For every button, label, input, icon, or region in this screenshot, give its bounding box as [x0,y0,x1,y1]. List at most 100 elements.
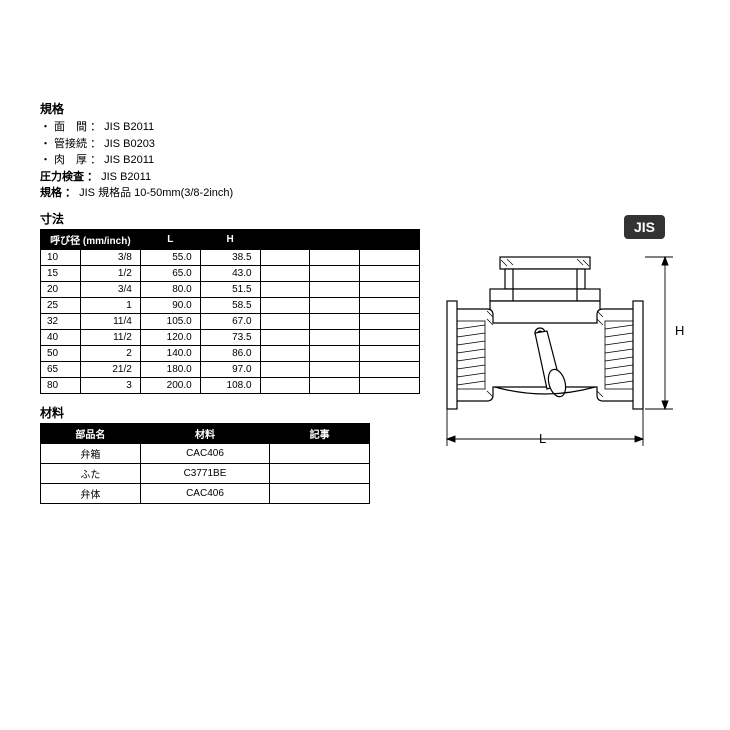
cell-inch: 3 [80,377,140,393]
cell-blank [360,249,420,265]
cell-inch: 21/2 [80,361,140,377]
table-row: 103/855.038.5 [41,249,420,265]
spec-block: 規格 ・ 面 間 ： JIS B2011 ・ 管接続 ： JIS B0203 ・… [40,100,425,202]
cell-H: 86.0 [200,345,260,361]
dim-label-H: H [675,323,684,338]
cell-L: 90.0 [140,297,200,313]
cell-blank [310,281,360,297]
cell-L: 105.0 [140,313,200,329]
cell-blank [360,313,420,329]
cell-blank [310,361,360,377]
spec-title: 規格 [40,100,425,117]
cell-blank [260,249,310,265]
cell-mm: 80 [41,377,81,393]
cell-part: 弁箱 [41,443,141,463]
cell-L: 55.0 [140,249,200,265]
cell-blank [310,297,360,313]
cell-H: 51.5 [200,281,260,297]
cell-mm: 15 [41,265,81,281]
cell-inch: 1 [80,297,140,313]
cell-L: 140.0 [140,345,200,361]
cell-blank [260,297,310,313]
col-part: 部品名 [41,423,141,443]
cell-material: CAC406 [140,443,270,463]
materials-table: 部品名 材料 記事 弁箱CAC406ふたC3771BE弁体CAC406 [40,423,370,504]
cell-L: 120.0 [140,329,200,345]
cell-inch: 1/2 [80,265,140,281]
cell-blank [260,345,310,361]
cell-blank [260,281,310,297]
cell-note [270,483,370,503]
cell-inch: 3/4 [80,281,140,297]
cell-blank [260,361,310,377]
cell-blank [310,329,360,345]
spec-line: ・ 面 間 ： JIS B2011 [40,119,425,136]
cell-material: CAC406 [140,483,270,503]
col-L: L [140,229,200,249]
cell-L: 200.0 [140,377,200,393]
cell-blank [310,249,360,265]
cell-blank [360,265,420,281]
cell-mm: 10 [41,249,81,265]
cell-H: 38.5 [200,249,260,265]
table-row: 6521/2180.097.0 [41,361,420,377]
spec-line: ・ 管接続 ： JIS B0203 [40,136,425,153]
pressure-value: JIS B2011 [101,171,151,183]
jis-badge: JIS [624,215,665,239]
dim-label-L: L [539,431,546,446]
col-blank [310,229,360,249]
cell-mm: 50 [41,345,81,361]
cell-blank [260,377,310,393]
cell-mm: 25 [41,297,81,313]
table-row: 3211/4105.067.0 [41,313,420,329]
std-value: JIS 規格品 10-50mm(3/8-2inch) [79,187,233,199]
cell-H: 73.5 [200,329,260,345]
col-note: 記事 [270,423,370,443]
cell-mm: 40 [41,329,81,345]
cell-blank [310,265,360,281]
col-H: H [200,229,260,249]
cell-blank [260,265,310,281]
table-row: 弁箱CAC406 [41,443,370,463]
cell-blank [310,313,360,329]
table-row: 502140.086.0 [41,345,420,361]
cell-H: 43.0 [200,265,260,281]
spec-line: ・ 肉 厚 ： JIS B2011 [40,152,425,169]
cell-blank [360,329,420,345]
cell-H: 58.5 [200,297,260,313]
cell-L: 180.0 [140,361,200,377]
cell-inch: 3/8 [80,249,140,265]
col-blank [360,229,420,249]
pressure-label: 圧力検査 ： [40,171,98,183]
cell-inch: 11/4 [80,313,140,329]
cell-L: 80.0 [140,281,200,297]
table-row: 4011/2120.073.5 [41,329,420,345]
table-header-row: 呼び径 (mm/inch) L H [41,229,420,249]
cell-blank [310,345,360,361]
cell-blank [360,377,420,393]
cell-blank [360,281,420,297]
cell-part: ふた [41,463,141,483]
materials-title: 材料 [40,404,425,421]
cell-mm: 20 [41,281,81,297]
cell-blank [260,329,310,345]
standard: 規格 ： JIS 規格品 10-50mm(3/8-2inch) [40,185,425,202]
col-material: 材料 [140,423,270,443]
cell-blank [360,345,420,361]
col-blank [260,229,310,249]
cell-material: C3771BE [140,463,270,483]
cell-inch: 2 [80,345,140,361]
cell-note [270,443,370,463]
cell-mm: 32 [41,313,81,329]
dimensions-table: 呼び径 (mm/inch) L H 103/855.038.5151/265.0… [40,229,420,394]
cell-mm: 65 [41,361,81,377]
table-header-row: 部品名 材料 記事 [41,423,370,443]
valve-svg [435,251,685,491]
table-row: 151/265.043.0 [41,265,420,281]
cell-blank [360,361,420,377]
std-label: 規格 ： [40,187,76,199]
cell-note [270,463,370,483]
cell-blank [310,377,360,393]
dimensions-title: 寸法 [40,210,425,227]
cell-L: 65.0 [140,265,200,281]
